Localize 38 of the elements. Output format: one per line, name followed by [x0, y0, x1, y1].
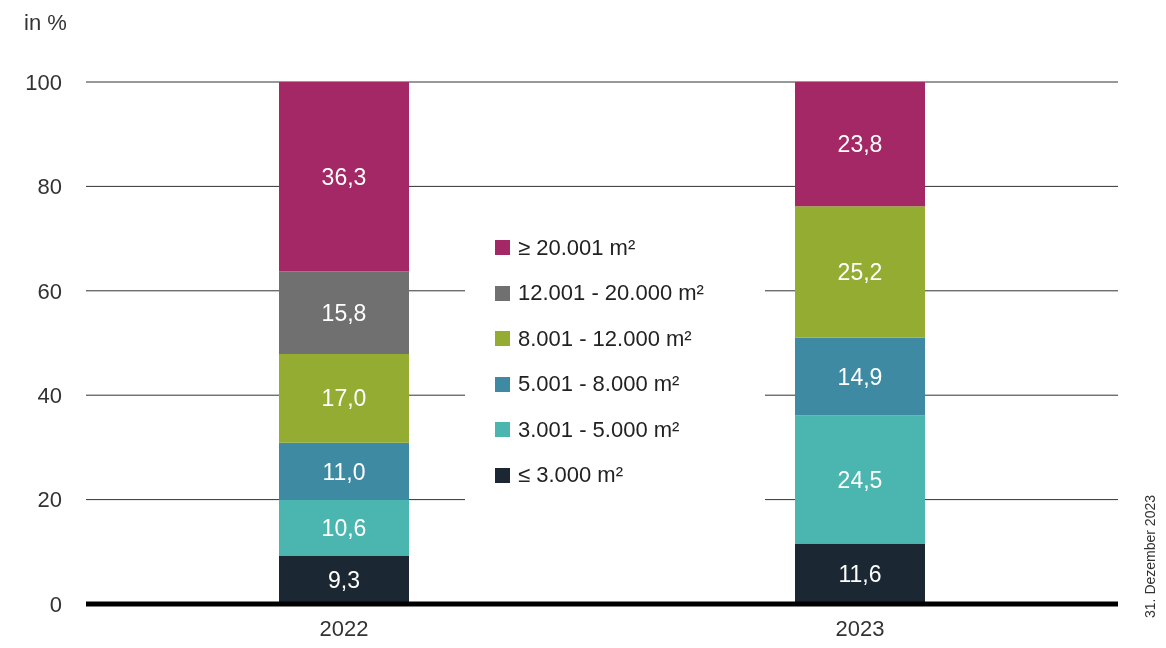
legend-label: ≥ 20.001 m² — [518, 234, 636, 261]
legend-label: 3.001 - 5.000 m² — [518, 416, 680, 443]
legend-label: 12.001 - 20.000 m² — [518, 280, 704, 307]
bar — [795, 82, 925, 207]
legend-label: 5.001 - 8.000 m² — [518, 371, 680, 398]
legend-label: ≤ 3.000 m² — [518, 462, 624, 489]
bar — [795, 543, 925, 604]
y-tick-label: 80 — [37, 174, 62, 200]
data-label: 11,6 — [838, 560, 882, 587]
data-label: 25,2 — [837, 259, 883, 286]
bar — [279, 271, 409, 354]
bar — [795, 206, 925, 338]
data-label: 10,6 — [321, 514, 367, 541]
data-label: 24,5 — [837, 466, 883, 493]
x-tick-label: 2023 — [835, 615, 885, 641]
legend-label: 8.001 - 12.000 m² — [518, 325, 692, 352]
text: 31. Dezember 2023 — [1142, 495, 1158, 618]
bar — [279, 555, 409, 604]
data-label: 15,8 — [321, 299, 367, 326]
y-axis-title: in % — [24, 10, 67, 36]
bar — [795, 337, 925, 416]
bar — [279, 82, 409, 272]
bar — [795, 415, 925, 544]
data-label: 11,0 — [322, 458, 366, 485]
bar — [279, 500, 409, 556]
x-tick-label: 2022 — [319, 615, 369, 641]
y-tick-label: 60 — [37, 278, 62, 304]
y-tick-label: 100 — [25, 69, 62, 95]
bar — [279, 353, 409, 443]
bar — [279, 442, 409, 501]
y-tick-label: 0 — [49, 591, 62, 617]
data-label: 14,9 — [837, 363, 883, 390]
data-label: 36,3 — [321, 163, 367, 190]
data-label: 17,0 — [321, 385, 367, 412]
y-tick-label: 40 — [37, 383, 62, 409]
data-label: 9,3 — [328, 566, 360, 593]
data-label: 23,8 — [837, 131, 883, 158]
y-tick-label: 20 — [37, 487, 62, 513]
